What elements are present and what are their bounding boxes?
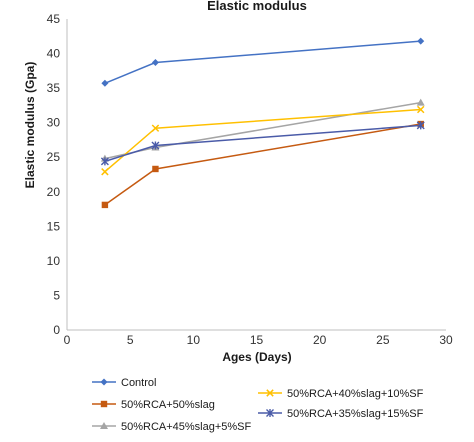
legend-label: Control xyxy=(121,377,156,389)
legend-marker xyxy=(266,409,274,417)
series-1 xyxy=(101,37,425,87)
x-tick-label: 20 xyxy=(313,333,327,347)
data-point xyxy=(101,201,109,209)
data-point xyxy=(151,59,159,67)
legend-item: 50%RCA+35%slag+15%SF xyxy=(258,408,424,420)
data-point xyxy=(151,141,160,150)
axes xyxy=(66,19,446,331)
legend-item: Control xyxy=(92,377,156,389)
legend-marker xyxy=(266,389,274,397)
series-5 xyxy=(100,121,425,166)
x-tick-label: 25 xyxy=(376,333,390,347)
data-point xyxy=(417,105,425,114)
series-line xyxy=(104,40,421,84)
x-tick-label: 15 xyxy=(250,333,264,347)
legend-label: 50%RCA+50%slag xyxy=(121,399,215,411)
series-layer xyxy=(100,37,425,209)
x-tick-label: 30 xyxy=(439,333,453,347)
legend-label: 50%RCA+35%slag+15%SF xyxy=(287,408,424,420)
data-point xyxy=(417,37,425,45)
data-point xyxy=(151,124,160,132)
legend-marker xyxy=(100,378,108,386)
y-tick-label: 45 xyxy=(47,12,61,26)
y-tick-label: 5 xyxy=(53,288,60,302)
y-tick-label: 30 xyxy=(47,116,61,130)
x-tick-label: 5 xyxy=(127,333,134,347)
y-tick-label: 0 xyxy=(53,323,60,337)
y-tick-label: 35 xyxy=(47,81,61,95)
data-point xyxy=(416,98,425,106)
legend-label: 50%RCA+45%slag+5%SF xyxy=(121,421,252,433)
x-tick-label: 0 xyxy=(64,333,71,347)
series-4 xyxy=(101,105,425,176)
legend-item: 50%RCA+45%slag+5%SF xyxy=(92,421,252,433)
legend-marker xyxy=(100,422,108,429)
tick-labels: 0 5 10 15 20 25 30 35 40 45 0 5 10 15 20 25 30 xyxy=(47,12,453,347)
series-2 xyxy=(101,120,424,209)
legend: Control 50%RCA+50%slag 50%RCA+45%slag+5%SF… xyxy=(92,377,424,433)
chart-title: Elastic modulus xyxy=(207,0,307,13)
x-tick-label: 10 xyxy=(187,333,201,347)
legend-label: 50%RCA+40%slag+10%SF xyxy=(287,388,424,400)
data-point xyxy=(416,121,425,130)
y-tick-label: 20 xyxy=(47,185,61,199)
data-point xyxy=(100,157,109,166)
legend-item: 50%RCA+50%slag xyxy=(92,399,215,411)
series-line xyxy=(104,108,421,173)
data-point xyxy=(152,165,159,173)
y-axis-title: Elastic modulus (Gpa) xyxy=(23,62,37,189)
legend-marker xyxy=(100,400,108,408)
y-tick-label: 10 xyxy=(47,254,61,268)
y-tick-label: 40 xyxy=(47,47,61,61)
x-axis-title: Ages (Days) xyxy=(222,350,291,364)
series-3 xyxy=(100,98,425,162)
data-point xyxy=(101,168,109,176)
series-line xyxy=(104,123,421,206)
data-point xyxy=(101,79,109,87)
y-tick-label: 25 xyxy=(47,150,61,164)
y-tick-label: 15 xyxy=(47,219,61,233)
legend-item: 50%RCA+40%slag+10%SF xyxy=(258,388,424,400)
